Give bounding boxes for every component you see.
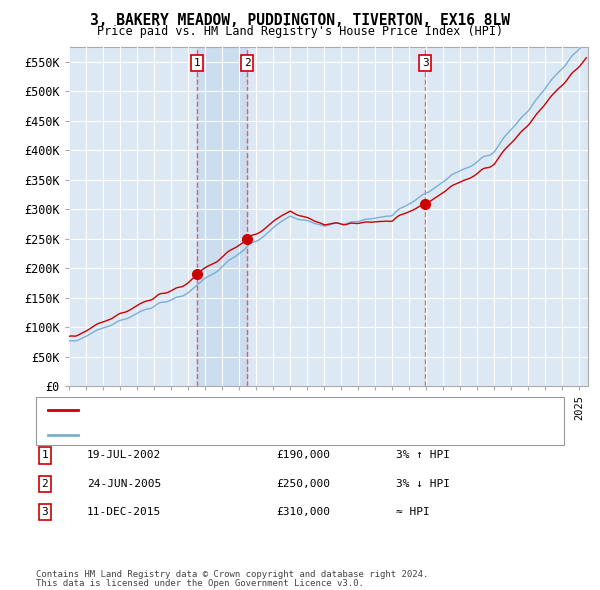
Text: 2: 2	[244, 58, 251, 68]
Text: Price paid vs. HM Land Registry's House Price Index (HPI): Price paid vs. HM Land Registry's House …	[97, 25, 503, 38]
Text: HPI: Average price, detached house, Mid Devon: HPI: Average price, detached house, Mid …	[84, 430, 365, 440]
Bar	[197, 47, 247, 386]
Text: £310,000: £310,000	[276, 507, 330, 517]
Text: 1: 1	[194, 58, 200, 68]
Text: This data is licensed under the Open Government Licence v3.0.: This data is licensed under the Open Gov…	[36, 579, 364, 588]
Text: 3, BAKERY MEADOW, PUDDINGTON, TIVERTON, EX16 8LW (detached house): 3, BAKERY MEADOW, PUDDINGTON, TIVERTON, …	[84, 405, 490, 415]
Text: 3, BAKERY MEADOW, PUDDINGTON, TIVERTON, EX16 8LW: 3, BAKERY MEADOW, PUDDINGTON, TIVERTON, …	[90, 13, 510, 28]
Text: 3: 3	[41, 507, 49, 517]
Text: 24-JUN-2005: 24-JUN-2005	[87, 479, 161, 489]
Text: 1: 1	[41, 451, 49, 460]
Text: 3% ↓ HPI: 3% ↓ HPI	[396, 479, 450, 489]
Text: £250,000: £250,000	[276, 479, 330, 489]
Text: 3% ↑ HPI: 3% ↑ HPI	[396, 451, 450, 460]
Text: 2: 2	[41, 479, 49, 489]
Text: 11-DEC-2015: 11-DEC-2015	[87, 507, 161, 517]
Text: 19-JUL-2002: 19-JUL-2002	[87, 451, 161, 460]
Text: £190,000: £190,000	[276, 451, 330, 460]
Text: ≈ HPI: ≈ HPI	[396, 507, 430, 517]
Text: Contains HM Land Registry data © Crown copyright and database right 2024.: Contains HM Land Registry data © Crown c…	[36, 570, 428, 579]
Text: 3: 3	[422, 58, 428, 68]
